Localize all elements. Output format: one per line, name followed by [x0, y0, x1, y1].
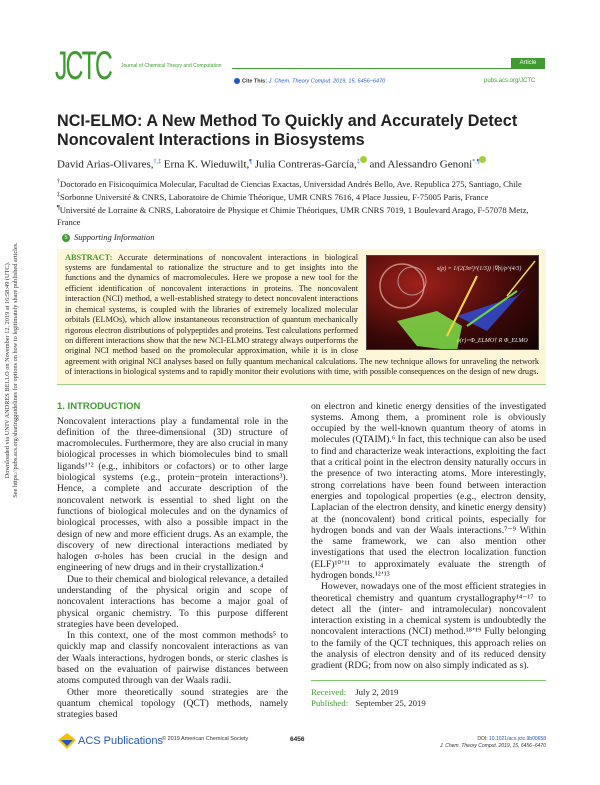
author-list: David Arias-Olivares,†,‡ Erna K. Wieduwi…	[57, 156, 546, 172]
dates-block: Received: July 2, 2019 Published: Septem…	[311, 679, 546, 709]
paragraph: Other more theoretically sound strategie…	[57, 686, 288, 721]
header-rule	[232, 68, 545, 69]
author: David Arias-Olivares,	[57, 158, 154, 171]
received-date: July 2, 2019	[355, 686, 399, 697]
cite-reference[interactable]: J. Chem. Theory Comput. 2019, 15, 6456−6…	[268, 78, 386, 85]
author: Erna K. Wieduwilt,	[163, 158, 250, 171]
orcid-icon[interactable]	[479, 156, 487, 163]
affiliation-mark: ¶	[57, 204, 60, 211]
author-mark[interactable]: *,¶	[472, 159, 480, 165]
section-heading: 1. INTRODUCTION	[57, 400, 141, 412]
affiliation: ¶Université de Lorraine & CNRS, Laborato…	[57, 204, 546, 228]
toc-equation-rdg: s(ρ) = 1/(2(3π²)^(1/3)) |∇ρ|/ρ^(4/3)	[437, 265, 522, 272]
affiliation-text: Université de Lorraine & CNRS, Laboratoi…	[57, 204, 529, 227]
affiliation: ‡Sorbonne Université & CNRS, Laboratoire…	[57, 191, 546, 203]
supporting-info-label: Supporting Information	[74, 231, 155, 242]
page-number: 6456	[290, 735, 305, 743]
affiliation-text: Sorbonne Université & CNRS, Laboratoire …	[60, 191, 489, 202]
copyright: © 2019 American Chemical Society	[162, 735, 249, 742]
affiliation: †Doctorado en Fisicoquímica Molecular, F…	[57, 178, 546, 190]
left-column: 1. INTRODUCTION Noncovalent interactions…	[57, 401, 288, 721]
affiliations: †Doctorado en Fisicoquímica Molecular, F…	[57, 178, 546, 228]
doi-block: DOI: 10.1021/acs.jctc.9b00658 J. Chem. T…	[357, 736, 546, 750]
article-title: NCI-ELMO: A New Method To Quickly and Ac…	[57, 112, 518, 149]
download-notice-line2[interactable]: See https://pubs.acs.org/sharingguidelin…	[12, 242, 19, 498]
affiliation-mark: ‡	[57, 191, 60, 198]
article-type-badge: Article	[511, 58, 545, 68]
paragraph: on electron and kinetic energy densities…	[311, 400, 546, 581]
author: and Alessandro Genoni	[369, 158, 473, 171]
footer-citation: J. Chem. Theory Comput. 2019, 15, 6456−6…	[439, 742, 546, 749]
author-mark[interactable]: †,‡	[153, 159, 162, 165]
cite-label: Cite This:	[242, 78, 268, 85]
acs-logo-icon	[58, 732, 76, 749]
paragraph: However, nowadays one of the most effici…	[311, 581, 546, 672]
abstract: s(ρ) = 1/(2(3π²)^(1/3)) |∇ρ|/ρ^(4/3) ρ(r…	[65, 253, 539, 378]
published-label: Published:	[311, 697, 349, 708]
paragraph: Due to their chemical and biological rel…	[57, 573, 288, 630]
journal-name: Journal of Chemical Theory and Computati…	[121, 63, 222, 69]
doi-link[interactable]: 10.1021/acs.jctc.9b00658	[489, 735, 546, 742]
abstract-label: ABSTRACT:	[65, 252, 113, 262]
paragraph: In this context, one of the most common …	[57, 630, 288, 687]
toc-molecule-graphic	[379, 260, 536, 349]
journal-url[interactable]: pubs.acs.org/JCTC	[484, 78, 536, 84]
right-column: on electron and kinetic energy densities…	[311, 401, 546, 721]
body-columns: 1. INTRODUCTION Noncovalent interactions…	[57, 401, 546, 721]
affiliation-mark: †	[57, 178, 60, 185]
journal-logo: JCTC	[55, 44, 113, 88]
affiliation-text: Doctorado en Fisicoquímica Molecular, Fa…	[60, 178, 522, 189]
author-mark[interactable]: ‡	[356, 159, 360, 165]
supporting-info-icon: S	[62, 233, 70, 242]
doi-label: DOI:	[477, 735, 488, 742]
cite-icon	[234, 78, 240, 84]
received-label: Received:	[311, 686, 347, 697]
supporting-information-link[interactable]: S Supporting Information	[62, 232, 546, 243]
toc-equation-density: ρ(r)=Φ_ELMO† R Φ_ELMO	[457, 337, 528, 344]
author: Julia Contreras-García,	[254, 158, 357, 171]
paragraph: Noncovalent interactions play a fundamen…	[57, 415, 288, 574]
download-notice-line1: Downloaded via UNIV ANDRES BELLO on Nove…	[4, 261, 11, 479]
article-body: NCI-ELMO: A New Method To Quickly and Ac…	[57, 112, 546, 755]
abstract-box: s(ρ) = 1/(2(3π²)^(1/3)) |∇ρ|/ρ^(4/3) ρ(r…	[57, 248, 546, 385]
download-notice: Downloaded via UNIV ANDRES BELLO on Nove…	[4, 220, 20, 520]
page-footer: ACS Publications © 2019 American Chemica…	[57, 732, 546, 755]
abstract-text: Accurate determinations of noncovalent i…	[65, 252, 539, 377]
published-date: September 25, 2019	[355, 697, 426, 708]
publisher-name: ACS Publications	[78, 734, 163, 747]
author-mark[interactable]: ¶	[249, 159, 253, 165]
orcid-icon[interactable]	[359, 156, 367, 163]
toc-graphic: s(ρ) = 1/(2(3π²)^(1/3)) |∇ρ|/ρ^(4/3) ρ(r…	[366, 254, 539, 350]
cite-this[interactable]: Cite This: J. Chem. Theory Comput. 2019,…	[234, 78, 385, 84]
